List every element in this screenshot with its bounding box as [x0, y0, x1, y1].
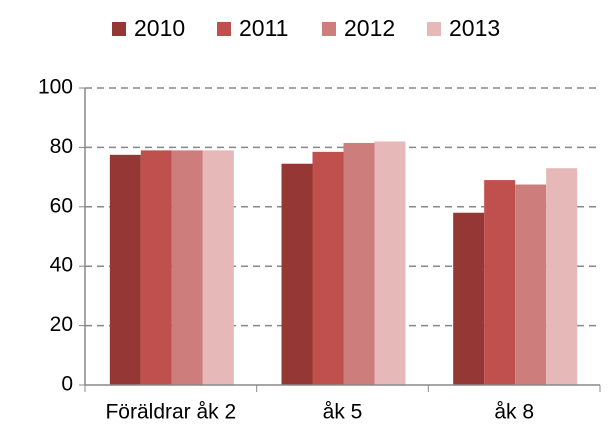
bar	[281, 163, 313, 385]
bar	[484, 180, 516, 385]
legend-swatch	[112, 22, 126, 36]
y-tick-label: 100	[38, 76, 73, 99]
bar	[546, 168, 578, 385]
bar	[515, 184, 547, 385]
legend-swatch	[217, 22, 231, 36]
y-tick-label: 80	[50, 135, 73, 158]
bar	[171, 150, 203, 385]
bar	[312, 151, 344, 385]
x-tick-label: åk 8	[494, 401, 534, 424]
legend-swatch	[322, 22, 336, 36]
y-tick-label: 0	[61, 373, 73, 396]
bar	[343, 142, 375, 385]
bar	[202, 150, 234, 385]
legend: 2010 2011 2012 2013	[112, 15, 500, 41]
legend-label: 2010	[134, 15, 185, 41]
bar	[109, 154, 141, 385]
x-tick-label: åk 5	[323, 401, 363, 424]
legend-label: 2012	[344, 15, 395, 41]
bar	[140, 150, 172, 385]
bar	[374, 141, 406, 385]
y-tick-label: 60	[50, 194, 73, 217]
y-tick-label: 20	[50, 313, 73, 336]
legend-label: 2013	[449, 15, 500, 41]
y-tick-label: 40	[50, 254, 73, 277]
legend-swatch	[427, 22, 441, 36]
bar	[453, 212, 485, 385]
x-tick-label: Föräldrar åk 2	[105, 401, 236, 424]
legend-label: 2011	[239, 15, 288, 41]
